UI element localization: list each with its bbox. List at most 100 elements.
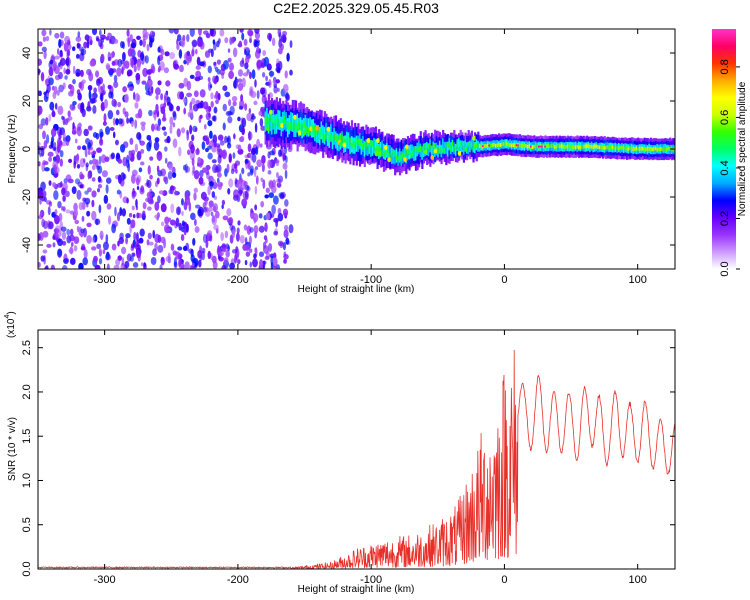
heatmap-noise-cell [283,258,287,264]
spectrogram-xlabel: Height of straight line (km) [298,284,415,295]
heatmap-noise-cell [163,67,169,74]
heatmap-noise-cell [241,198,248,207]
heatmap-noise-cell [233,133,236,140]
heatmap-noise-cell [258,251,265,258]
heatmap-signal-cell [416,146,419,153]
heatmap-signal-cell [307,127,310,135]
heatmap-noise-cell [221,247,227,253]
heatmap-noise-cell [210,101,214,108]
heatmap-noise-cell [63,67,66,75]
snr-y-tick-label: 1.0 [21,473,33,488]
heatmap-signal-blob [280,122,285,128]
heatmap-noise-cell [157,80,162,86]
heatmap-noise-cell [193,90,199,98]
heatmap-noise-cell [217,134,224,141]
heatmap-noise-cell [163,176,167,183]
heatmap-noise-cell [273,230,279,236]
heatmap-noise-cell [59,31,65,39]
heatmap-signal-cell [296,123,299,132]
heatmap-signal-blob [404,144,409,150]
heatmap-noise-cell [87,84,93,91]
spectrogram-ylabel: Frequency (Hz) [7,115,18,184]
heatmap-noise-cell [38,233,41,241]
heatmap-noise-cell [164,157,168,164]
heatmap-signal-cell [374,139,378,155]
heatmap-noise-cell [147,206,152,211]
heatmap-signal-cell [322,133,325,141]
heatmap-noise-cell [255,175,259,185]
spectrogram-x-tick-label: 100 [629,274,647,286]
heatmap-noise-cell [81,79,86,84]
heatmap-noise-cell [58,71,63,80]
spectrogram-x-tick-label: -200 [227,274,249,286]
heatmap-signal-blob [339,141,344,147]
heatmap-noise-cell [209,29,214,37]
heatmap-noise-cell [72,65,76,75]
heatmap-noise-cell [135,72,141,81]
heatmap-signal-cell [462,140,466,146]
heatmap-noise-cell [113,264,120,269]
heatmap-noise-cell [98,257,103,265]
heatmap-noise-cell [207,81,212,91]
heatmap-noise-cell [74,154,79,165]
heatmap-noise-cell [145,90,151,96]
colorbar-tick-label: 0.4 [719,160,731,175]
heatmap-noise-cell [38,105,43,115]
heatmap-noise-cell [247,29,254,37]
heatmap-noise-cell [251,147,256,156]
heatmap-noise-cell [98,248,103,257]
heatmap-noise-cell [46,243,52,248]
heatmap-signal-blob [292,114,297,120]
heatmap-signal-cell [569,144,573,149]
heatmap-noise-cell [99,128,104,139]
heatmap-noise-cell [251,113,255,118]
heatmap-noise-cell [267,159,272,169]
heatmap-noise-cell [271,37,276,47]
heatmap-noise-cell [122,173,127,180]
heatmap-noise-cell [126,29,130,37]
heatmap-signal-cell [458,146,461,152]
heatmap-noise-cell [160,236,166,244]
heatmap-noise-cell [44,167,50,172]
heatmap-noise-cell [99,230,104,240]
heatmap-noise-cell [249,71,252,80]
heatmap-noise-cell [125,233,131,239]
heatmap-noise-cell [207,230,213,236]
heatmap-signal-cell [624,146,627,151]
heatmap-noise-cell [222,85,228,92]
heatmap-signal-cell [318,132,322,140]
heatmap-noise-cell [239,234,245,244]
heatmap-signal-cell [398,152,402,159]
heatmap-noise-cell [76,225,80,233]
heatmap-signal-cell [422,143,426,150]
heatmap-noise-cell [265,75,268,82]
heatmap-signal-cell [635,146,638,151]
heatmap-signal-cell [363,140,366,157]
heatmap-noise-cell [278,38,283,49]
heatmap-noise-cell [47,151,54,157]
heatmap-noise-cell [178,82,185,89]
heatmap-noise-cell [130,173,136,184]
heatmap-signal-cell [312,127,315,136]
heatmap-noise-cell [194,226,200,234]
spectrogram-y-tick-label: 0 [21,146,33,152]
heatmap-noise-cell [224,230,229,239]
heatmap-noise-cell [211,215,216,223]
heatmap-noise-cell [42,230,49,238]
heatmap-noise-cell [122,86,128,93]
heatmap-noise-cell [273,217,279,223]
heatmap-noise-cell [182,34,186,42]
heatmap-signal-cell [531,145,534,149]
heatmap-signal-cell [584,144,587,149]
heatmap-noise-cell [244,62,249,70]
heatmap-noise-cell [147,165,151,175]
heatmap-noise-cell [117,101,122,108]
heatmap-signal-cell [646,146,649,151]
heatmap-signal-cell [514,143,517,148]
heatmap-noise-cell [117,118,123,125]
heatmap-noise-cell [126,253,132,262]
heatmap-signal-cell [458,138,461,150]
heatmap-noise-cell [147,68,154,74]
heatmap-signal-cell [613,145,616,150]
